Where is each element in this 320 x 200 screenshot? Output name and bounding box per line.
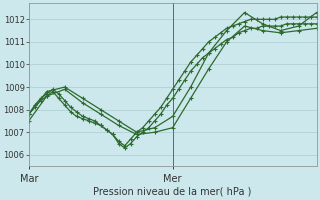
X-axis label: Pression niveau de la mer( hPa ): Pression niveau de la mer( hPa ) (93, 187, 252, 197)
